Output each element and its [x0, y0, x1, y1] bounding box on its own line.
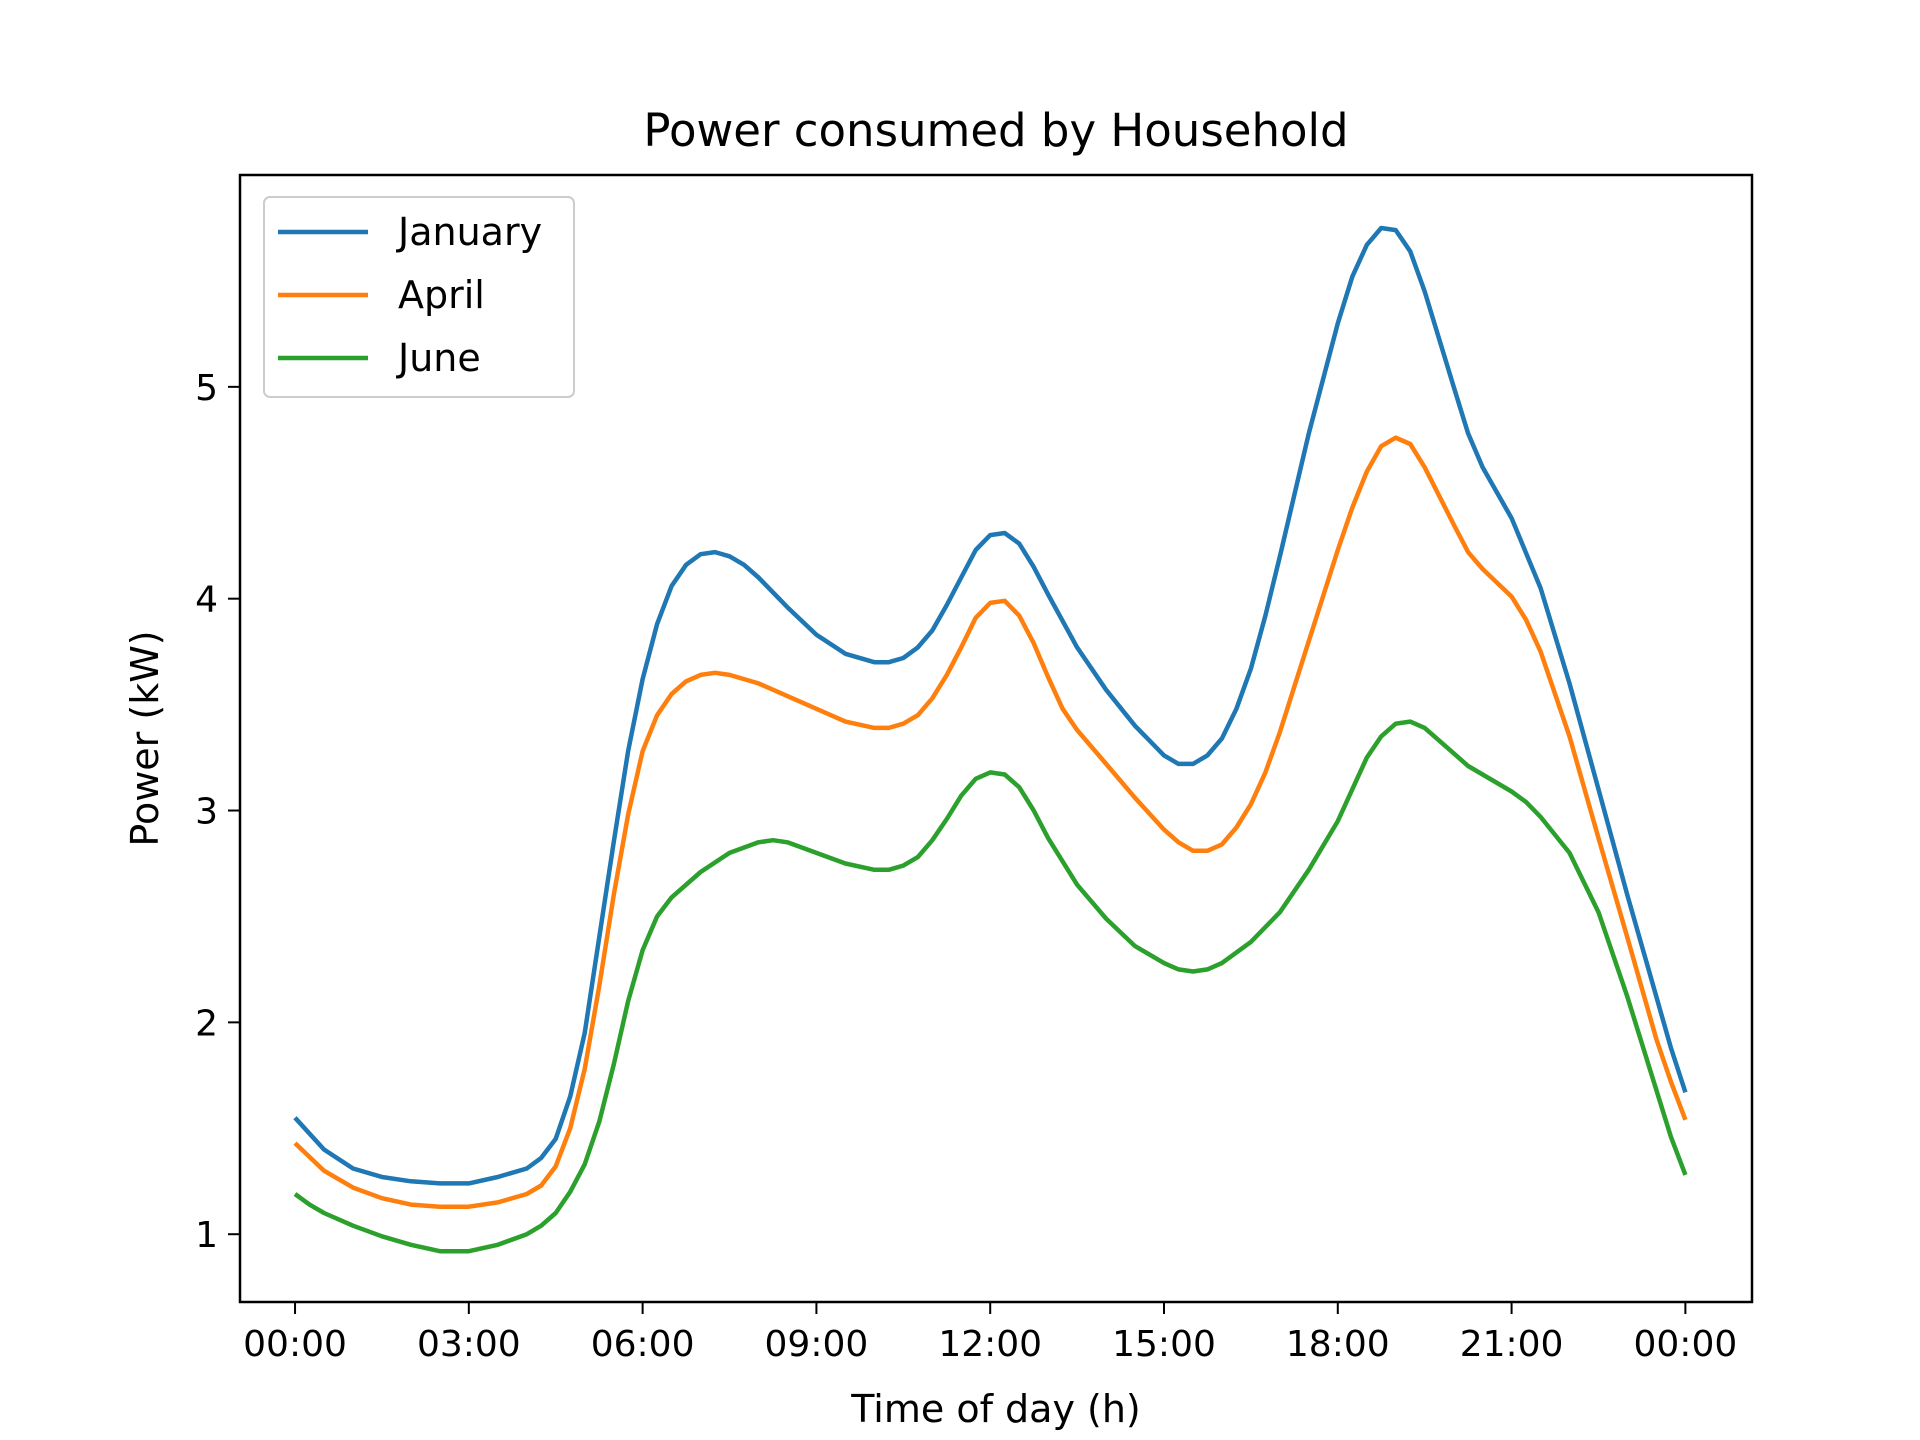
x-tick-label: 09:00 [765, 1324, 869, 1365]
x-tick-label: 12:00 [938, 1324, 1042, 1365]
x-tick-label: 15:00 [1112, 1324, 1216, 1365]
x-tick-label: 21:00 [1460, 1324, 1564, 1365]
x-axis: 00:00 03:00 06:00 09:00 12:00 15:00 18:00 21:00… [243, 1302, 1737, 1365]
x-tick-label: 18:00 [1286, 1324, 1390, 1365]
series-line-june [293, 719, 1688, 1254]
legend-label-january: January [396, 210, 542, 254]
y-axis: 1 2 3 4 5 [195, 368, 240, 1256]
y-tick-label: 4 [195, 580, 218, 621]
plot-frame [238, 173, 1754, 1304]
x-axis-label: Time of day (h) [850, 1387, 1141, 1431]
y-tick-label: 1 [195, 1215, 218, 1256]
chart-title: Power consumed by Household [643, 104, 1348, 157]
legend-box [263, 196, 575, 398]
y-axis-label: Power (kW) [123, 630, 167, 846]
legend-label-june: June [396, 336, 481, 380]
x-tick-label: 06:00 [591, 1324, 695, 1365]
y-tick-label: 3 [195, 792, 218, 833]
series-line-january [293, 225, 1688, 1186]
x-tick-label: 03:00 [417, 1324, 521, 1365]
series-layer [293, 225, 1688, 1254]
y-tick-label: 5 [195, 368, 218, 409]
legend-label-april: April [398, 273, 485, 317]
series-line-april [293, 435, 1688, 1209]
x-tick-label: 00:00 [243, 1324, 347, 1365]
x-tick-label: 00:00 [1634, 1324, 1738, 1365]
legend: January April June [263, 196, 575, 398]
y-tick-label: 2 [195, 1003, 218, 1044]
